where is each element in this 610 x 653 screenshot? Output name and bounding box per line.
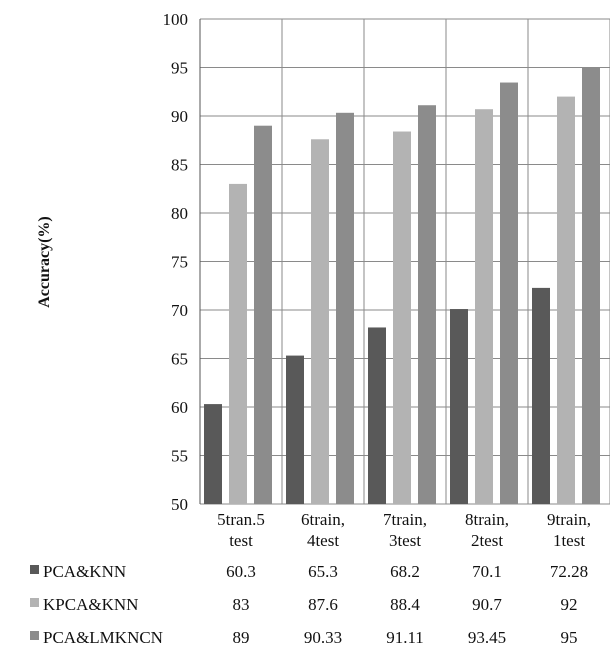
data-label: 88.4 xyxy=(390,595,420,614)
data-label: 89 xyxy=(233,628,250,647)
bar-1 xyxy=(286,355,304,504)
data-label: 65.3 xyxy=(308,562,338,581)
y-tick-label: 60 xyxy=(171,398,188,417)
legend-label: KPCA&KNN xyxy=(43,595,138,614)
x-category-label: 2test xyxy=(471,531,503,550)
bar-3 xyxy=(254,125,272,504)
bar-2 xyxy=(557,96,575,504)
bar-1 xyxy=(532,287,550,504)
data-label: 68.2 xyxy=(390,562,420,581)
y-tick-label: 90 xyxy=(171,107,188,126)
x-category-label: 7train, xyxy=(383,510,427,529)
legend-label: PCA&KNN xyxy=(43,562,126,581)
legend-swatch-2 xyxy=(30,598,39,607)
data-label: 83 xyxy=(233,595,250,614)
legend-label: PCA&LMKNCN xyxy=(43,628,163,647)
data-label: 95 xyxy=(561,628,578,647)
y-tick-label: 85 xyxy=(171,156,188,175)
bar-3 xyxy=(336,112,354,504)
bar-1 xyxy=(450,309,468,504)
bar-3 xyxy=(500,82,518,504)
bar-2 xyxy=(393,131,411,504)
data-label: 93.45 xyxy=(468,628,506,647)
y-tick-label: 75 xyxy=(171,253,188,272)
y-tick-label: 50 xyxy=(171,495,188,514)
y-tick-label: 55 xyxy=(171,447,188,466)
y-axis-title: Accuracy(%) xyxy=(36,216,53,308)
y-tick-label: 70 xyxy=(171,301,188,320)
bar-3 xyxy=(582,67,600,504)
x-category-label: test xyxy=(229,531,253,550)
data-label: 60.3 xyxy=(226,562,256,581)
x-category-label: 1test xyxy=(553,531,585,550)
x-category-label: 8train, xyxy=(465,510,509,529)
legend-swatch-3 xyxy=(30,631,39,640)
bar-1 xyxy=(368,327,386,504)
data-label: 87.6 xyxy=(308,595,338,614)
data-label: 90.7 xyxy=(472,595,502,614)
data-label: 90.33 xyxy=(304,628,342,647)
bar-3 xyxy=(418,105,436,504)
bar-1 xyxy=(204,404,222,504)
data-label: 72.28 xyxy=(550,562,588,581)
data-label: 91.11 xyxy=(386,628,424,647)
x-category-label: 5tran.5 xyxy=(217,510,265,529)
x-category-label: 3test xyxy=(389,531,421,550)
x-category-label: 6train, xyxy=(301,510,345,529)
x-category-label: 4test xyxy=(307,531,339,550)
legend-swatch-1 xyxy=(30,565,39,574)
y-tick-label: 95 xyxy=(171,59,188,78)
bar-2 xyxy=(229,183,247,504)
bar-2 xyxy=(311,139,329,504)
bar-2 xyxy=(475,109,493,505)
x-category-label: 9train, xyxy=(547,510,591,529)
data-label: 92 xyxy=(561,595,578,614)
y-tick-label: 65 xyxy=(171,350,188,369)
data-label: 70.1 xyxy=(472,562,502,581)
y-tick-label: 80 xyxy=(171,204,188,223)
y-tick-label: 100 xyxy=(163,10,189,29)
